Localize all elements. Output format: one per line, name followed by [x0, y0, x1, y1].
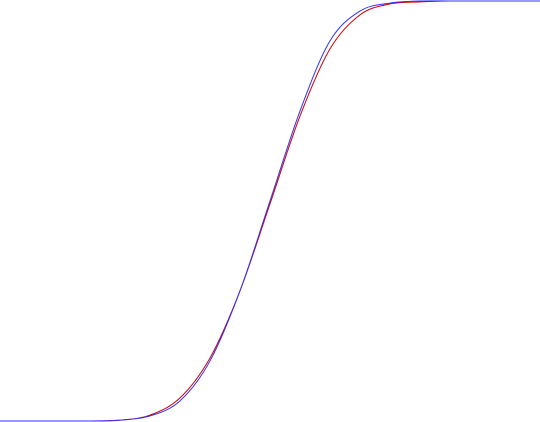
page: (() => { const data = JSON.parse(documen… [0, 0, 540, 422]
line-series [0, 0, 540, 422]
line-series [0, 0, 540, 422]
chart [0, 0, 540, 422]
